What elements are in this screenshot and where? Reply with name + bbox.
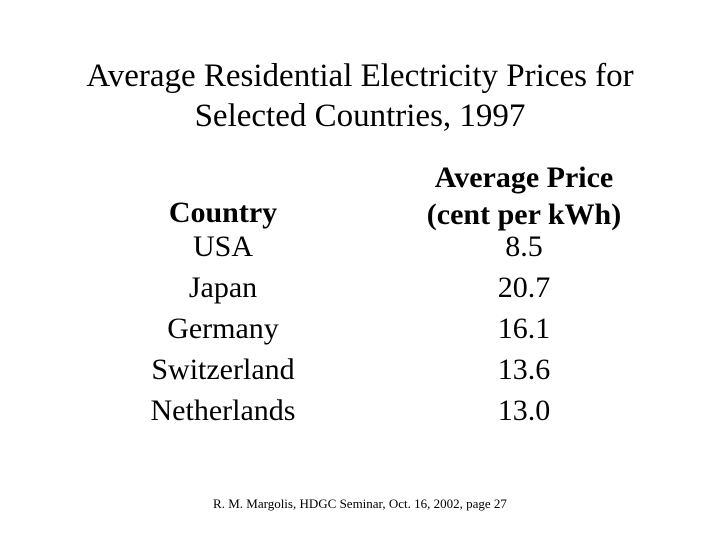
price-cell: 16.1 <box>497 312 551 345</box>
country-cell: Japan <box>188 271 258 304</box>
price-cell: 13.6 <box>497 353 551 386</box>
country-values: USA Japan Germany Switzerland Netherland… <box>118 226 328 431</box>
slide-title: Average Residential Electricity Prices f… <box>0 56 720 136</box>
slide-title-line-2: Selected Countries, 1997 <box>194 98 526 134</box>
price-column-header-line-2: (cent per kWh) <box>426 198 622 231</box>
country-cell: USA <box>192 230 253 263</box>
price-values: 8.5 20.7 16.1 13.6 13.0 <box>392 226 656 431</box>
price-cell: 20.7 <box>497 271 551 304</box>
country-cell: Netherlands <box>150 394 296 427</box>
slide-footer: R. M. Margolis, HDGC Seminar, Oct. 16, 2… <box>213 496 507 511</box>
country-cell: Switzerland <box>151 353 295 386</box>
price-cell: 13.0 <box>497 394 551 427</box>
price-column-header-line-1: Average Price <box>434 161 614 194</box>
price-cell: 8.5 <box>505 230 543 263</box>
country-column-header: Country <box>168 196 278 229</box>
slide-title-line-1: Average Residential Electricity Prices f… <box>86 58 634 94</box>
country-cell: Germany <box>167 312 279 345</box>
